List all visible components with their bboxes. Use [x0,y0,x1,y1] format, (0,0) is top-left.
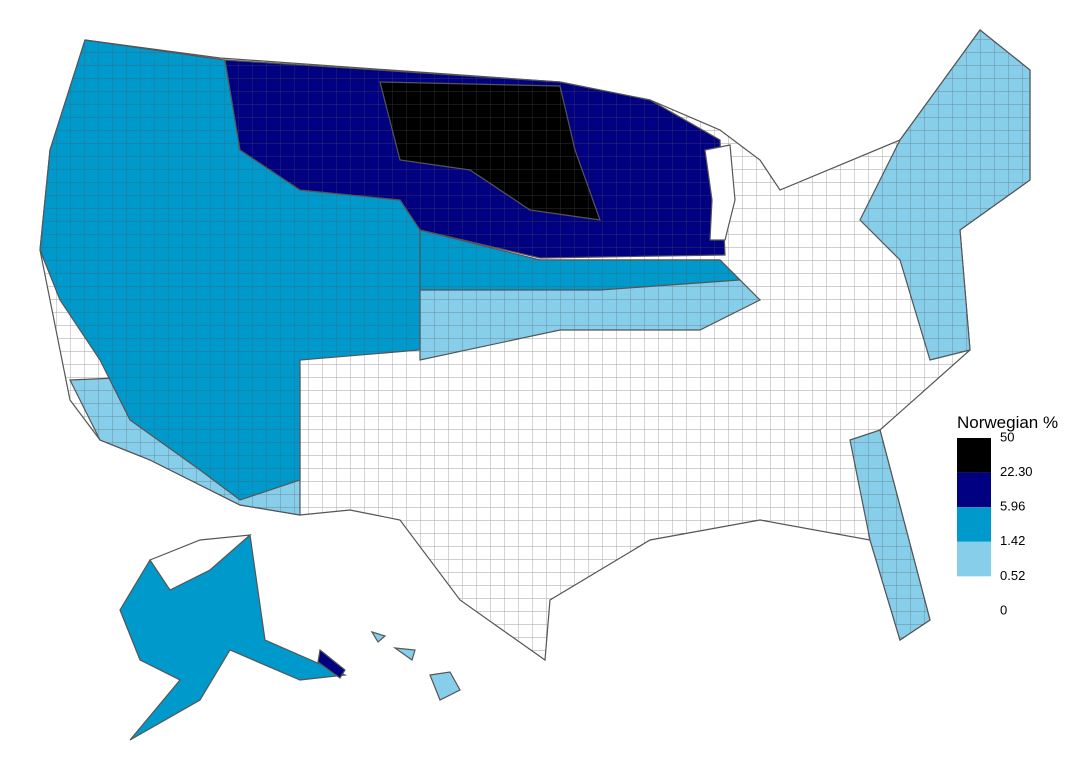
hawaii [370,630,387,643]
legend-swatch [957,576,991,611]
legend-swatch [957,507,991,542]
legend-label: 50 [1000,429,1014,444]
county-mesh [40,30,1030,660]
legend-label: 22.30 [1000,464,1033,479]
alaska-panhandle [317,648,346,679]
alaska-north [149,534,252,591]
legend-swatch [957,541,991,577]
legend-label: 5.96 [1000,499,1025,514]
legend: Norwegian % 50 22.30 5.96 1.42 0.52 0 [957,413,1058,617]
legend-swatch [957,472,991,508]
hawaii [392,647,416,661]
legend-label: 1.42 [1000,533,1025,548]
legend-label: 0 [1000,602,1007,617]
legend-label: 0.52 [1000,568,1025,583]
map-regions [39,29,1031,741]
legend-swatch [957,438,991,473]
legend-title: Norwegian % [957,413,1058,432]
hawaii [429,671,461,701]
lake-michigan [704,144,736,241]
